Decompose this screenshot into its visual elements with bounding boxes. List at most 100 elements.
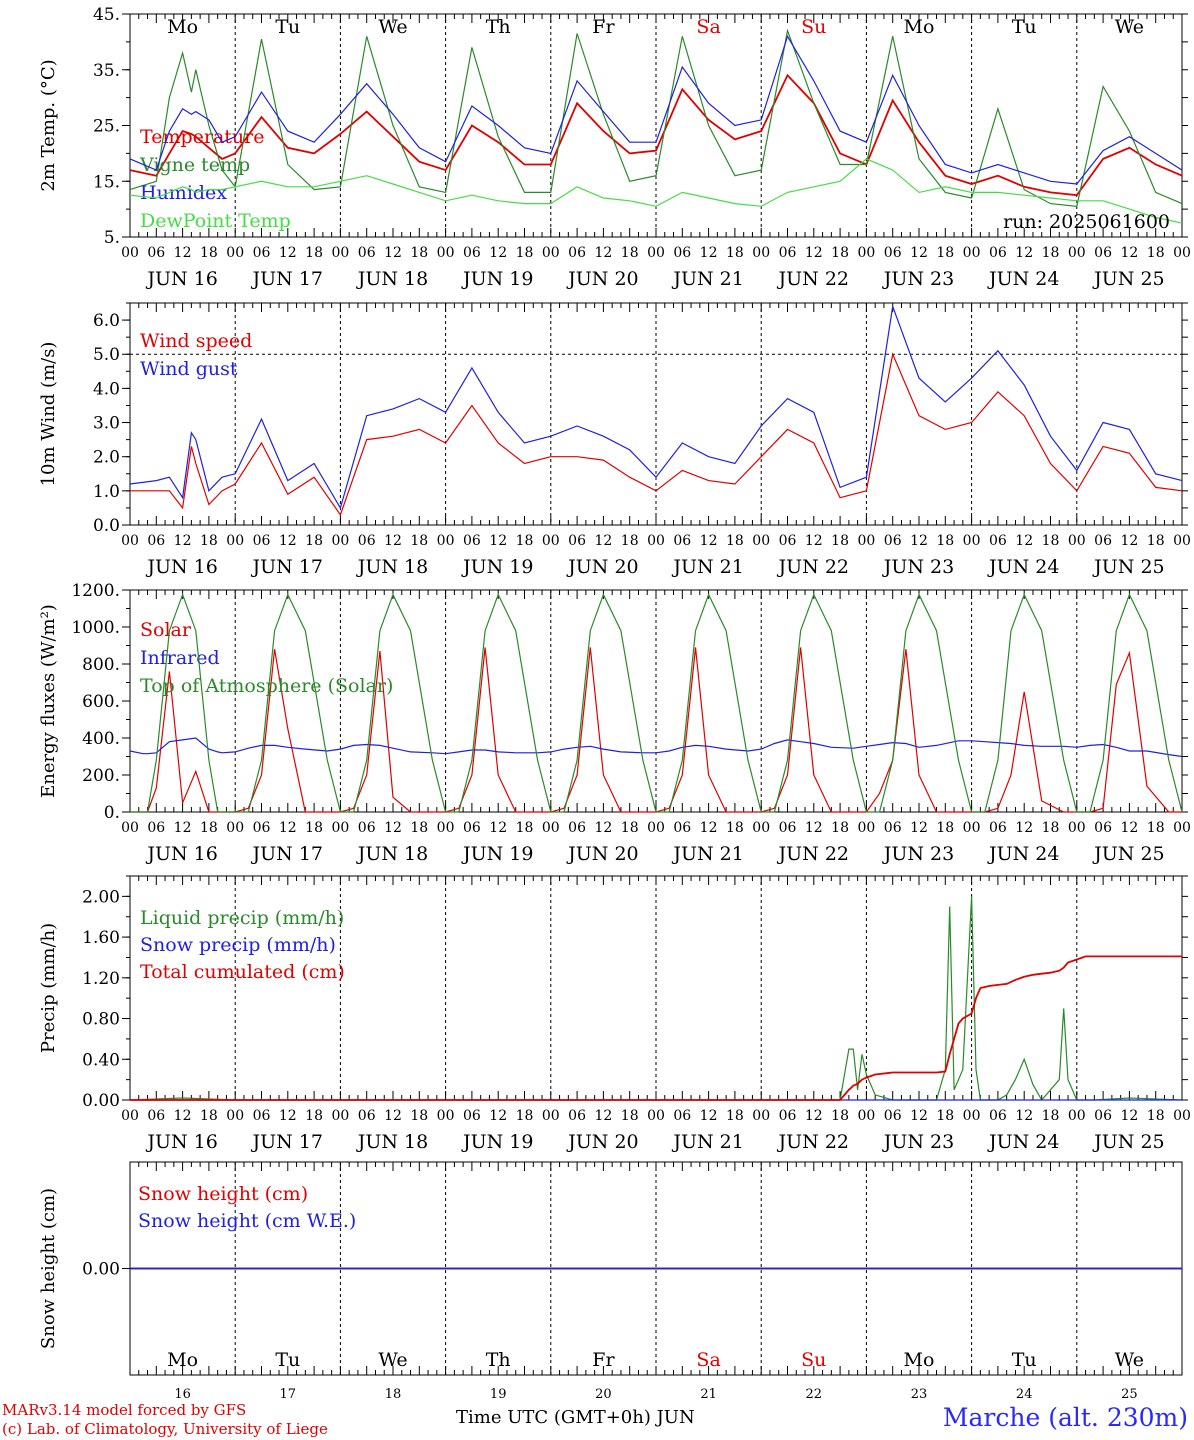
hour-label: 06 — [568, 1108, 586, 1124]
hour-label: 12 — [279, 820, 297, 836]
hour-label: 18 — [410, 245, 428, 261]
y-tick-label: 1.60 — [82, 928, 120, 948]
series-line — [129, 34, 1183, 185]
hour-label: 18 — [621, 820, 639, 836]
hour-label: 12 — [1120, 820, 1138, 836]
y-tick-label: 6.0 — [93, 311, 120, 331]
hour-label: 06 — [568, 820, 586, 836]
y-tick-label: 1200. — [71, 581, 120, 601]
y-tick-label: 2.00 — [82, 887, 120, 907]
hour-label: 18 — [200, 245, 218, 261]
weekday-label: Mo — [167, 16, 198, 38]
weekday-label: Sa — [696, 1349, 720, 1371]
hour-label: 18 — [410, 1108, 428, 1124]
hour-label: 12 — [594, 245, 612, 261]
hour-label: 00 — [647, 533, 665, 549]
date-label: JUN 16 — [145, 843, 217, 865]
hour-label: 00 — [437, 820, 455, 836]
lab-credit: (c) Lab. of Climatology, University of L… — [2, 1420, 328, 1438]
legend-label: DewPoint Temp — [140, 210, 291, 232]
hour-label: 00 — [963, 1108, 981, 1124]
y-tick-label: 0.00 — [82, 1091, 120, 1111]
y-axis-label: 10m Wind (m/s) — [38, 342, 59, 487]
hour-label: 18 — [621, 1108, 639, 1124]
date-label: JUN 17 — [251, 268, 323, 290]
hour-label: 18 — [831, 245, 849, 261]
weekday-label: Mo — [904, 1349, 935, 1371]
hour-label: 12 — [1120, 533, 1138, 549]
date-label: JUN 25 — [1092, 268, 1164, 290]
weekday-label: Fr — [592, 16, 615, 38]
hour-label: 12 — [1120, 1108, 1138, 1124]
legend-label: Top of Atmosphere (Solar) — [140, 675, 393, 697]
hour-label: 00 — [121, 245, 139, 261]
date-label: JUN 16 — [145, 268, 217, 290]
hour-label: 06 — [884, 820, 902, 836]
hour-label: 00 — [1173, 533, 1191, 549]
date-label: JUN 17 — [251, 556, 323, 578]
y-tick-label: 600. — [82, 692, 120, 712]
hour-label: 18 — [1147, 1108, 1165, 1124]
hour-label: 00 — [647, 245, 665, 261]
date-label: JUN 18 — [356, 843, 428, 865]
hour-label: 12 — [805, 820, 823, 836]
y-tick-label: 0.0 — [93, 516, 120, 536]
hour-label: 12 — [1120, 245, 1138, 261]
hour-label: 06 — [673, 533, 691, 549]
hour-label: 12 — [384, 533, 402, 549]
hour-label: 00 — [963, 820, 981, 836]
hour-label: 00 — [1068, 820, 1086, 836]
hour-label: 00 — [1173, 245, 1191, 261]
series-line — [130, 352, 1183, 517]
hour-label: 18 — [726, 533, 744, 549]
hour-label: 00 — [752, 820, 770, 836]
legend-label: Infrared — [140, 647, 220, 669]
day-number-label: 19 — [490, 1387, 507, 1402]
hour-label: 18 — [831, 1108, 849, 1124]
hour-label: 00 — [857, 820, 875, 836]
weekday-label: Fr — [592, 1349, 615, 1371]
hour-label: 00 — [331, 533, 349, 549]
legend-label: Temperature — [140, 126, 264, 148]
hour-label: 00 — [542, 245, 560, 261]
hour-label: 00 — [121, 533, 139, 549]
hour-label: 00 — [752, 1108, 770, 1124]
day-number-label: 25 — [1121, 1387, 1138, 1402]
hour-label: 00 — [1068, 245, 1086, 261]
hour-label: 00 — [437, 1108, 455, 1124]
hour-label: 12 — [174, 533, 192, 549]
hour-label: 12 — [700, 533, 718, 549]
y-tick-label: 0.80 — [82, 1010, 120, 1030]
date-label: JUN 20 — [566, 556, 638, 578]
weekday-label: Mo — [167, 1349, 198, 1371]
hour-label: 06 — [147, 1108, 165, 1124]
hour-label: 06 — [779, 245, 797, 261]
hour-label: 18 — [305, 245, 323, 261]
hour-label: 18 — [516, 1108, 534, 1124]
hour-label: 18 — [516, 245, 534, 261]
date-label: JUN 20 — [566, 843, 638, 865]
hour-label: 18 — [726, 1108, 744, 1124]
x-axis-title: Time UTC (GMT+0h) JUN — [456, 1407, 695, 1428]
legend-label: Liquid precip (mm/h) — [140, 907, 344, 929]
hour-label: 12 — [594, 533, 612, 549]
hour-label: 12 — [1015, 245, 1033, 261]
hour-label: 06 — [147, 245, 165, 261]
station-name: Marche (alt. 230m) — [942, 1403, 1188, 1432]
date-label: JUN 24 — [987, 556, 1059, 578]
hour-label: 18 — [936, 820, 954, 836]
hour-label: 18 — [305, 533, 323, 549]
hour-label: 00 — [1068, 533, 1086, 549]
weekday-label: Th — [486, 1349, 511, 1371]
hour-label: 18 — [200, 820, 218, 836]
hour-label: 06 — [358, 533, 376, 549]
date-label: JUN 21 — [671, 556, 743, 578]
y-tick-label: 35. — [93, 61, 120, 81]
y-axis-label: Snow height (cm) — [38, 1188, 59, 1349]
date-label: JUN 23 — [882, 843, 954, 865]
hour-label: 12 — [910, 245, 928, 261]
hour-label: 18 — [726, 820, 744, 836]
hour-label: 18 — [305, 820, 323, 836]
hour-label: 06 — [779, 1108, 797, 1124]
